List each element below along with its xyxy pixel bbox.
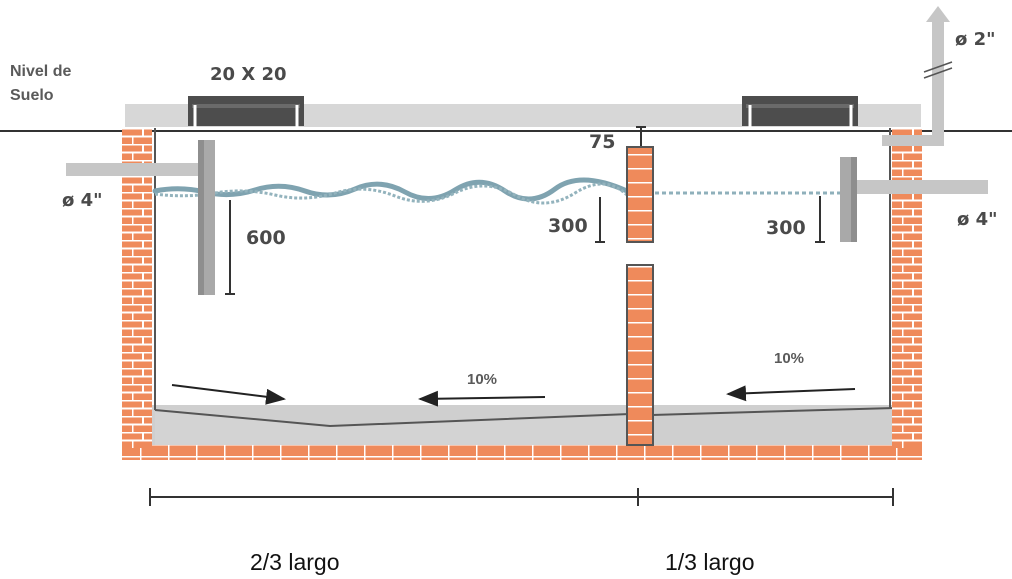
water-surface-left (152, 177, 630, 202)
slope-right-label: 10% (774, 350, 804, 367)
slope-left-label: 10% (467, 371, 497, 388)
brick-base (122, 445, 922, 460)
ground-level-label-line2: Suelo (10, 87, 54, 104)
inlet-depth-label: 600 (246, 227, 286, 249)
floor-profile-right (651, 407, 894, 416)
flow-arrow-2 (418, 390, 546, 407)
brick-wall-right (892, 128, 922, 448)
ground-level-label-line1: Nivel de (10, 63, 71, 80)
brick-wall-left (122, 128, 152, 448)
vent-arrow-icon (926, 6, 950, 22)
inlet-pipe (66, 163, 212, 176)
wall-opening-depth-label: 300 (548, 215, 588, 237)
freeboard-label: 75 (589, 131, 615, 153)
top-slab (125, 104, 921, 127)
flow-arrow-1 (171, 384, 286, 405)
vent-elbow (882, 135, 944, 146)
floor-slope-left (155, 408, 630, 445)
manhole-lid-right (742, 96, 858, 126)
manhole-size-label: 20 X 20 (210, 64, 287, 85)
dim-300-middle (595, 197, 605, 243)
partition-wall-bottom (626, 264, 654, 446)
length-dimension (149, 488, 894, 506)
manhole-lid-left (188, 96, 304, 126)
floor-profile (154, 409, 631, 428)
vent-diameter-label: ø 2" (955, 29, 996, 50)
dim-600 (225, 200, 235, 295)
dim-300-right (815, 196, 825, 243)
dim-75 (636, 126, 646, 146)
vent-pipe (932, 18, 944, 146)
outlet-depth-label: 300 (766, 217, 806, 239)
partition-wall-top (626, 146, 654, 243)
flow-arrow-3 (726, 385, 856, 402)
outlet-diameter-label: ø 4" (957, 209, 998, 230)
length-two-thirds-label: 2/3 largo (250, 549, 340, 575)
inlet-diameter-label: ø 4" (62, 190, 103, 211)
outlet-pipe (842, 180, 988, 194)
length-one-third-label: 1/3 largo (665, 549, 755, 575)
